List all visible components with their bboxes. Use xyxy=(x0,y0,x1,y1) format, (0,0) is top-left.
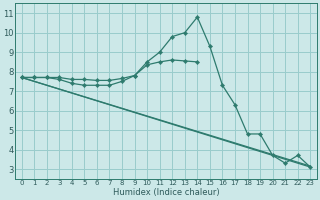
X-axis label: Humidex (Indice chaleur): Humidex (Indice chaleur) xyxy=(113,188,219,197)
